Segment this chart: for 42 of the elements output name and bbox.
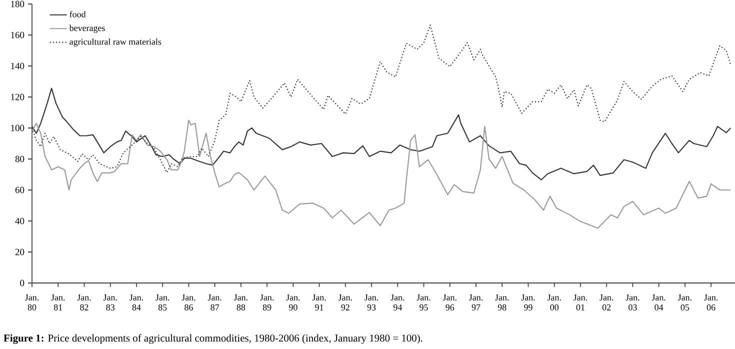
x-tick-label: Jan. 87 <box>208 294 222 310</box>
x-tick-label: Jan. 94 <box>390 294 404 310</box>
x-tick-label: Jan. 83 <box>103 294 117 310</box>
legend-label: beverages <box>69 24 105 33</box>
y-tick-label: 160 <box>11 32 24 38</box>
x-tick-label: Jan. 91 <box>312 294 326 310</box>
x-tick-label: Jan. 85 <box>156 294 170 310</box>
x-tick-label: Jan. 05 <box>678 294 692 310</box>
x-tick-label: Jan. 93 <box>364 294 378 310</box>
x-tick-label: Jan. 92 <box>338 294 352 310</box>
x-tick-label: Jan. 02 <box>600 294 614 310</box>
x-tick-label: Jan. 01 <box>574 294 587 310</box>
y-tick-label: 60 <box>15 186 24 194</box>
y-tick-label: 120 <box>11 94 24 100</box>
y-tick-label: 40 <box>15 218 24 224</box>
y-tick-label: 140 <box>11 62 24 70</box>
x-tick-label: Jan. 97 <box>469 294 483 310</box>
x-tick-label: Jan. 98 <box>495 294 509 310</box>
x-tick-label: Jan. 04 <box>652 294 666 310</box>
x-tick-label: Jan. 80 <box>25 294 39 310</box>
x-tick-label: Jan. 90 <box>286 294 300 310</box>
x-tick-label: Jan. 82 <box>77 294 91 310</box>
legend-label: agricultural raw materials <box>70 38 162 47</box>
y-tick-label: 20 <box>15 248 24 256</box>
x-tick-label: Jan. 84 <box>130 294 143 310</box>
x-tick-label: Jan. 86 <box>182 294 196 310</box>
x-tick-label: Jan. 00 <box>547 294 561 310</box>
x-tick-label: Jan. 95 <box>416 294 430 310</box>
x-tick-label: Jan. 96 <box>442 294 456 310</box>
x-tick-label: Jan. 99 <box>521 294 535 310</box>
y-tick-label: 180 <box>11 0 24 8</box>
x-tick-label: Jan. 89 <box>260 294 274 310</box>
x-tick-label: Jan. 88 <box>234 294 248 310</box>
y-tick-label: 0 <box>20 280 24 286</box>
legend-label: food <box>70 10 86 18</box>
y-tick-label: 80 <box>15 156 24 162</box>
x-tick-label: Jan. 03 <box>626 294 640 310</box>
x-tick-label: Jan. 81 <box>51 294 65 310</box>
x-tick-label: Jan. 06 <box>704 294 718 310</box>
line-series <box>32 120 732 229</box>
y-tick-label: 100 <box>11 124 24 132</box>
text: Figure 1: Price developments of agricultural commodities, 1980-2006 (index, January 1980 = 100). <box>4 334 422 344</box>
